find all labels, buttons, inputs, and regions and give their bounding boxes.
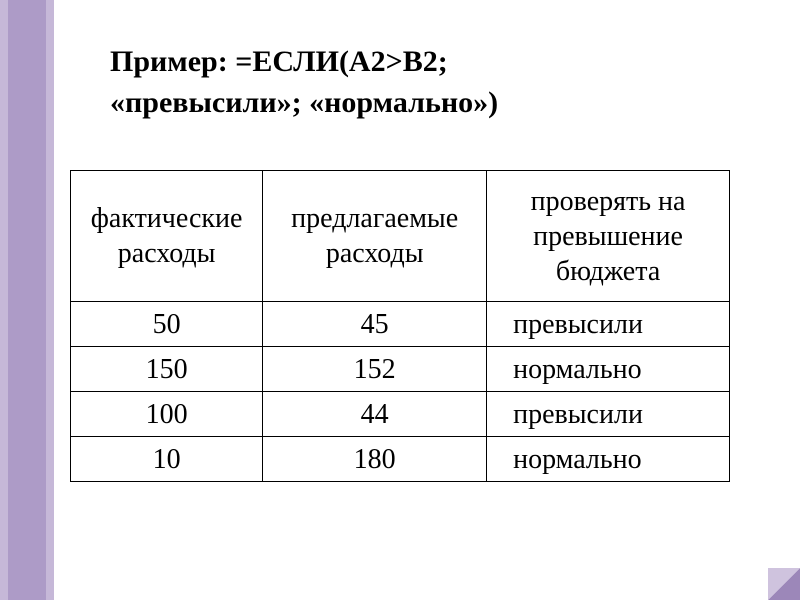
table-header-cell: предлагаемые расходы (263, 171, 487, 302)
table-row: 150 152 нормально (71, 347, 730, 392)
table-cell: нормально (487, 347, 730, 392)
side-bar (0, 0, 54, 600)
table-cell: 10 (71, 437, 263, 482)
heading-line-2: «превысили»; «нормально») (110, 86, 498, 119)
table-header-row: фактические расходы предлагаемые расходы… (71, 171, 730, 302)
table-cell: 45 (263, 302, 487, 347)
table-row: 50 45 превысили (71, 302, 730, 347)
table-cell: 44 (263, 392, 487, 437)
table-cell: 50 (71, 302, 263, 347)
budget-table: фактические расходы предлагаемые расходы… (70, 170, 730, 482)
corner-fold-top-icon (768, 568, 800, 600)
table-cell: 100 (71, 392, 263, 437)
table-cell: 150 (71, 347, 263, 392)
table-row: 100 44 превысили (71, 392, 730, 437)
table-cell: нормально (487, 437, 730, 482)
table-row: 10 180 нормально (71, 437, 730, 482)
slide: Пример: =ЕСЛИ(A2>B2; «превысили»; «норма… (0, 0, 800, 600)
table-cell: превысили (487, 302, 730, 347)
table-cell: превысили (487, 392, 730, 437)
table-header-cell: фактические расходы (71, 171, 263, 302)
table-cell: 152 (263, 347, 487, 392)
table-container: фактические расходы предлагаемые расходы… (70, 170, 730, 482)
side-bar-inner (8, 0, 46, 600)
heading: Пример: =ЕСЛИ(A2>B2; «превысили»; «норма… (110, 42, 700, 123)
table-header-cell: проверять на превышение бюджета (487, 171, 730, 302)
table-cell: 180 (263, 437, 487, 482)
heading-line-1: Пример: =ЕСЛИ(A2>B2; (110, 45, 448, 78)
